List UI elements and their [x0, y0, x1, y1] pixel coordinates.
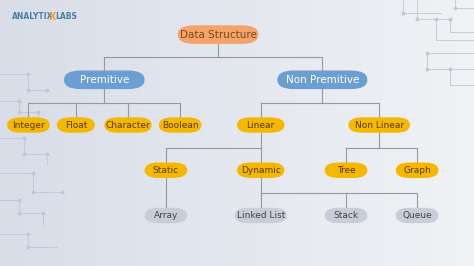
FancyBboxPatch shape — [348, 117, 410, 133]
FancyBboxPatch shape — [325, 163, 367, 178]
FancyBboxPatch shape — [235, 208, 287, 223]
FancyBboxPatch shape — [145, 163, 187, 178]
Text: Integer: Integer — [12, 120, 45, 130]
FancyBboxPatch shape — [7, 117, 50, 133]
FancyBboxPatch shape — [104, 117, 152, 133]
Text: Boolean: Boolean — [162, 120, 199, 130]
Text: Premitive: Premitive — [80, 75, 129, 85]
Text: Dynamic: Dynamic — [241, 166, 281, 175]
FancyBboxPatch shape — [237, 117, 284, 133]
Text: Queue: Queue — [402, 211, 432, 220]
FancyBboxPatch shape — [159, 117, 201, 133]
Text: Stack: Stack — [333, 211, 359, 220]
FancyBboxPatch shape — [64, 70, 145, 89]
Text: Tree: Tree — [337, 166, 356, 175]
Text: Float: Float — [64, 120, 87, 130]
FancyBboxPatch shape — [237, 163, 284, 178]
FancyBboxPatch shape — [396, 208, 438, 223]
FancyBboxPatch shape — [57, 117, 95, 133]
Text: Data Structure: Data Structure — [180, 30, 256, 40]
FancyBboxPatch shape — [396, 163, 438, 178]
FancyBboxPatch shape — [145, 208, 187, 223]
FancyBboxPatch shape — [178, 25, 258, 44]
FancyBboxPatch shape — [325, 208, 367, 223]
Text: Static: Static — [153, 166, 179, 175]
Text: Graph: Graph — [403, 166, 431, 175]
Text: Linear: Linear — [246, 120, 275, 130]
Text: Non Premitive: Non Premitive — [286, 75, 359, 85]
Text: Non Linear: Non Linear — [355, 120, 404, 130]
Text: Linked List: Linked List — [237, 211, 285, 220]
Text: Array: Array — [154, 211, 178, 220]
FancyBboxPatch shape — [277, 70, 367, 89]
Text: LABS: LABS — [55, 12, 77, 21]
Text: X: X — [48, 12, 56, 22]
Text: Character: Character — [106, 120, 150, 130]
Text: ANALYTIX: ANALYTIX — [12, 12, 54, 21]
